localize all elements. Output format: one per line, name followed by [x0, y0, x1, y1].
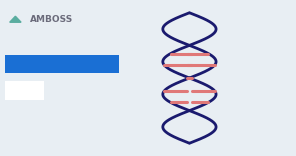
Polygon shape [10, 16, 21, 22]
Text: MOLECULAR BIOLOGY: MOLECULAR BIOLOGY [22, 61, 103, 66]
Text: PCR: PCR [10, 84, 38, 97]
Text: AMBOSS: AMBOSS [30, 15, 73, 24]
FancyBboxPatch shape [5, 55, 119, 73]
FancyBboxPatch shape [5, 81, 44, 100]
